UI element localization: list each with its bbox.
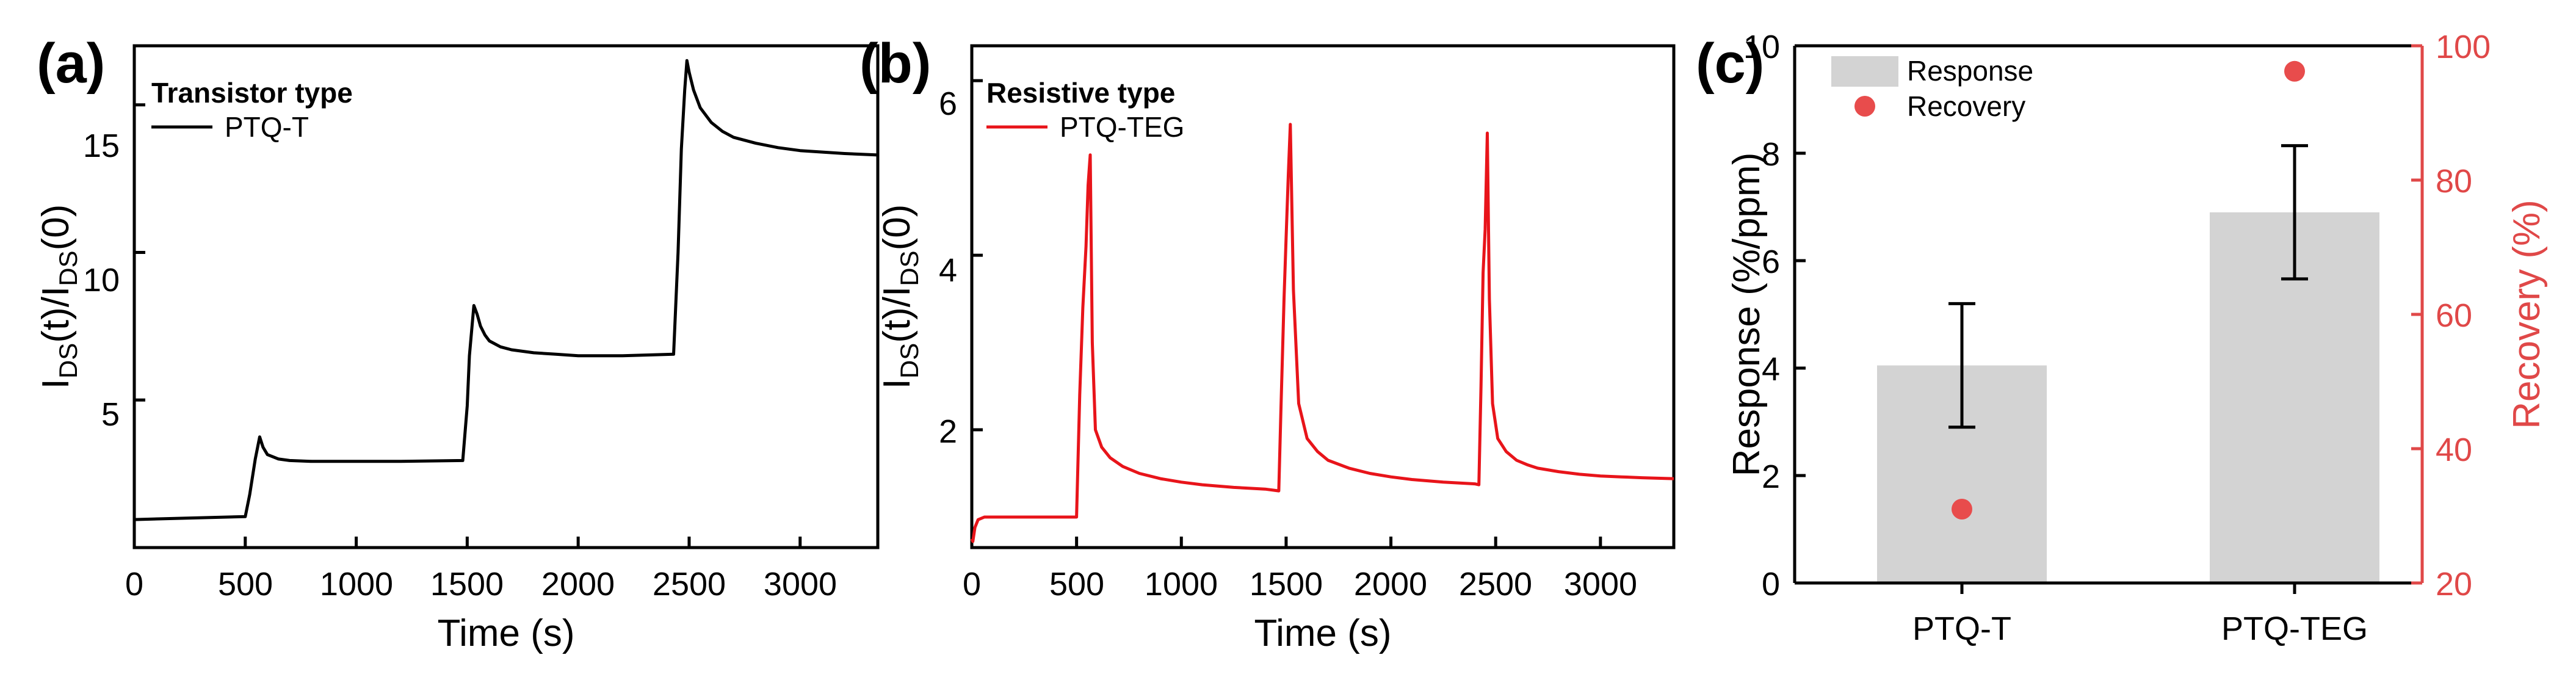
panel-a: (a) 0 500 1000 1500 2000 2500 3000 5 10 … <box>35 32 880 654</box>
panel-a-x-tick-0: 0 <box>125 566 143 603</box>
panel-b-label: (b) <box>859 32 931 95</box>
panel-a-y-tick-labels: 5 10 15 <box>83 128 120 433</box>
panel-b-x-tick-3000: 3000 <box>1564 566 1637 603</box>
panel-c-left-tick-labels: 0 2 4 6 8 10 <box>1743 29 1780 603</box>
panel-b-legend-ptq-teg: PTQ-TEG <box>1060 111 1184 143</box>
panel-c-recovery-point-ptq-t <box>1952 499 1972 520</box>
panel-a-x-axis-label: Time (s) <box>438 612 575 654</box>
panel-a-x-tick-2500: 2500 <box>653 566 726 603</box>
panel-c-category-ptq-teg: PTQ-TEG <box>2221 610 2368 647</box>
panel-a-x-tick-2000: 2000 <box>541 566 615 603</box>
panel-c-legend-recovery: Recovery <box>1907 90 2025 122</box>
panel-c-right-tick-80: 80 <box>2436 163 2472 200</box>
panel-c-right-axis-label: Recovery (%) <box>2506 200 2548 429</box>
panel-c-y-tick-0: 0 <box>1762 566 1780 603</box>
panel-b-y-tick-4: 4 <box>939 252 957 289</box>
panel-c-errorbar-ptq-teg <box>2281 144 2308 281</box>
panel-b-series-ptq-teg-line <box>970 123 1674 543</box>
panel-a-x-tick-labels: 0 500 1000 1500 2000 2500 3000 <box>125 566 837 603</box>
panel-b: (b) 0 500 1000 1500 2000 2500 3000 2 4 6… <box>859 32 1676 654</box>
panel-c-right-tick-marks <box>2411 44 2422 585</box>
panel-b-x-tick-0: 0 <box>963 566 981 603</box>
panel-b-y-tick-marks <box>972 79 983 432</box>
panel-a-x-tick-1000: 1000 <box>320 566 393 603</box>
panel-b-x-tick-labels: 0 500 1000 1500 2000 2500 3000 <box>963 566 1637 603</box>
panel-c-recovery-point-ptq-teg <box>2284 60 2305 82</box>
panel-b-y-tick-labels: 2 4 6 <box>939 85 957 450</box>
panel-b-x-tick-marks <box>970 537 1602 548</box>
panel-b-y-tick-6: 6 <box>939 85 957 122</box>
panel-c-y-tick-10: 10 <box>1743 29 1780 65</box>
panel-c-y-tick-4: 4 <box>1762 351 1780 388</box>
panel-c-right-tick-100: 100 <box>2436 29 2491 65</box>
panel-c-right-tick-20: 20 <box>2436 566 2472 603</box>
panel-a-x-tick-marks <box>132 537 802 548</box>
panel-c-y-axis-label: Response (%/ppm) <box>1726 153 1768 477</box>
panel-b-x-tick-1500: 1500 <box>1250 566 1323 603</box>
panel-a-legend-ptq-t: PTQ-T <box>225 111 309 143</box>
panel-c-right-tick-labels: 20 40 60 80 100 <box>2436 29 2491 603</box>
panel-c-label: (c) <box>1696 32 1764 95</box>
panel-b-plot-frame <box>970 44 1676 549</box>
panel-a-y-tick-5: 5 <box>101 396 120 433</box>
panel-c-category-ptq-t: PTQ-T <box>1912 610 2011 647</box>
panel-b-x-tick-2500: 2500 <box>1459 566 1532 603</box>
panel-a-y-tick-10: 10 <box>83 262 120 299</box>
panel-b-x-tick-1000: 1000 <box>1145 566 1218 603</box>
panel-c-legend-response-swatch <box>1831 56 1898 87</box>
panel-a-label: (a) <box>37 32 105 95</box>
panel-a-legend-title: Transistor type <box>151 77 353 109</box>
panel-b-x-axis-label: Time (s) <box>1254 612 1392 654</box>
panel-a-x-tick-500: 500 <box>218 566 273 603</box>
panel-c-y-tick-2: 2 <box>1762 458 1780 495</box>
panel-b-y-tick-2: 2 <box>939 413 957 450</box>
panel-a-y-tick-15: 15 <box>83 128 120 164</box>
panel-c-legend-response: Response <box>1907 55 2033 87</box>
panel-c-errorbar-ptq-t <box>1948 302 1975 429</box>
panel-c-right-tick-60: 60 <box>2436 297 2472 334</box>
panel-a-y-tick-marks <box>134 103 145 402</box>
panel-b-legend-title: Resistive type <box>986 77 1175 109</box>
panel-c-legend-recovery-marker <box>1854 96 1875 117</box>
panel-c-y-tick-6: 6 <box>1762 244 1780 280</box>
panel-c-y-tick-8: 8 <box>1762 136 1780 173</box>
panel-b-y-axis-label: IDS(t)/IDS(0) <box>876 205 924 389</box>
panel-c-left-tick-marks <box>1795 44 1806 585</box>
panel-b-x-tick-2000: 2000 <box>1354 566 1427 603</box>
panel-a-y-axis-label: IDS(t)/IDS(0) <box>35 205 82 389</box>
panel-a-x-tick-1500: 1500 <box>430 566 504 603</box>
panel-b-x-tick-500: 500 <box>1049 566 1104 603</box>
panel-c: (c) 0 2 4 6 8 <box>1696 29 2548 647</box>
panel-c-right-tick-40: 40 <box>2436 432 2472 468</box>
panel-a-plot-frame <box>132 44 880 549</box>
panel-c-x-tick-marks <box>1960 583 2296 594</box>
panel-a-x-tick-3000: 3000 <box>764 566 837 603</box>
panel-a-series-ptq-t-line <box>134 59 878 521</box>
